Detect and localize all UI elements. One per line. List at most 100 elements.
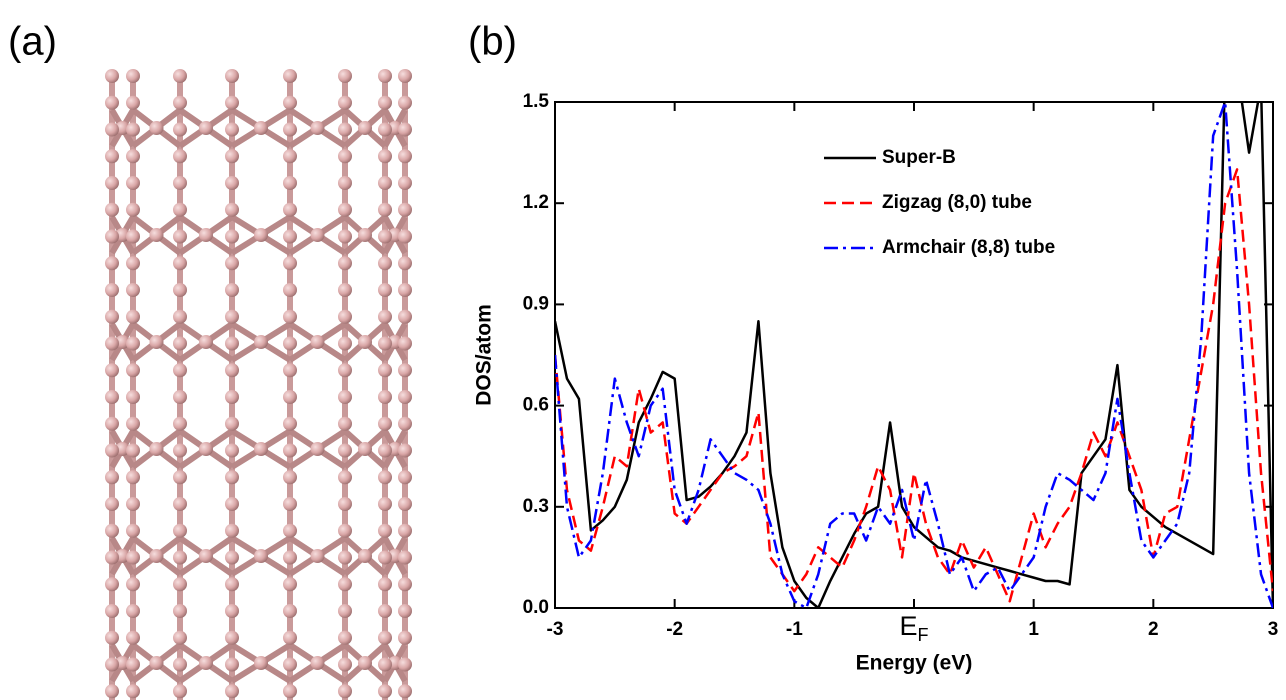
atom (225, 203, 239, 217)
atom (150, 549, 164, 563)
legend-label: Zigzag (8,0) tube (882, 192, 1032, 213)
atom (199, 442, 213, 456)
atom (398, 551, 412, 565)
atom (358, 228, 372, 242)
atom (283, 176, 297, 190)
atom (173, 524, 187, 538)
atom (398, 444, 412, 458)
atom (338, 123, 352, 137)
atom (105, 497, 119, 511)
atom (173, 310, 187, 324)
atom (338, 497, 352, 511)
atom (254, 656, 268, 670)
atom (173, 684, 187, 698)
atom (150, 228, 164, 242)
atom (225, 658, 239, 672)
atom (338, 631, 352, 645)
atom (173, 497, 187, 511)
atom (225, 631, 239, 645)
atom (126, 203, 140, 217)
atom (283, 149, 297, 163)
atom (126, 230, 140, 244)
atom (254, 121, 268, 135)
atom (378, 283, 392, 297)
atom (105, 417, 119, 431)
legend-label: Armchair (8,8) tube (882, 237, 1055, 258)
atom (283, 604, 297, 618)
atom (398, 230, 412, 244)
atom (378, 470, 392, 484)
atom (105, 203, 119, 217)
atom (283, 470, 297, 484)
atom (126, 524, 140, 538)
atom (338, 256, 352, 270)
atom (311, 121, 325, 135)
atom (378, 444, 392, 458)
atom (338, 444, 352, 458)
y-tick-label: 0.3 (523, 496, 549, 517)
atom (398, 203, 412, 217)
atom (126, 604, 140, 618)
atom (150, 656, 164, 670)
atom (283, 658, 297, 672)
atom (173, 203, 187, 217)
atom (105, 283, 119, 297)
atom (378, 69, 392, 83)
atom (378, 256, 392, 270)
atom (173, 149, 187, 163)
atom (283, 524, 297, 538)
atom (126, 551, 140, 565)
atom (126, 470, 140, 484)
atom (105, 604, 119, 618)
atom (398, 310, 412, 324)
atom (150, 335, 164, 349)
atom (126, 256, 140, 270)
atom (398, 123, 412, 137)
atom (338, 203, 352, 217)
atom (173, 417, 187, 431)
atom (225, 96, 239, 110)
atom (173, 658, 187, 672)
atom (105, 390, 119, 404)
x-tick-label: -3 (547, 619, 564, 640)
atom (358, 121, 372, 135)
atom (311, 228, 325, 242)
atom (199, 121, 213, 135)
atom (225, 149, 239, 163)
atom (173, 363, 187, 377)
atom (126, 96, 140, 110)
atom (358, 549, 372, 563)
atom (254, 335, 268, 349)
atom (126, 176, 140, 190)
atom (378, 149, 392, 163)
atom (225, 123, 239, 137)
atom (173, 69, 187, 83)
atom (398, 69, 412, 83)
atom (105, 69, 119, 83)
y-tick-label: 0.0 (523, 597, 549, 618)
atom (199, 549, 213, 563)
atom (225, 283, 239, 297)
atom (398, 176, 412, 190)
atom (338, 176, 352, 190)
atom (225, 470, 239, 484)
y-tick-label: 0.6 (523, 395, 549, 416)
atom (283, 256, 297, 270)
plot-frame (555, 102, 1273, 608)
atom (126, 337, 140, 351)
atom (338, 524, 352, 538)
atom (199, 656, 213, 670)
atom (105, 444, 119, 458)
x-tick-label: 3 (1268, 619, 1279, 640)
atom (398, 470, 412, 484)
atom (126, 417, 140, 431)
y-tick-label: 1.5 (523, 91, 550, 112)
atom (338, 363, 352, 377)
atom (173, 256, 187, 270)
atom (126, 497, 140, 511)
atom (105, 123, 119, 137)
atom (378, 123, 392, 137)
atom (311, 335, 325, 349)
atom (398, 577, 412, 591)
atom (283, 123, 297, 137)
